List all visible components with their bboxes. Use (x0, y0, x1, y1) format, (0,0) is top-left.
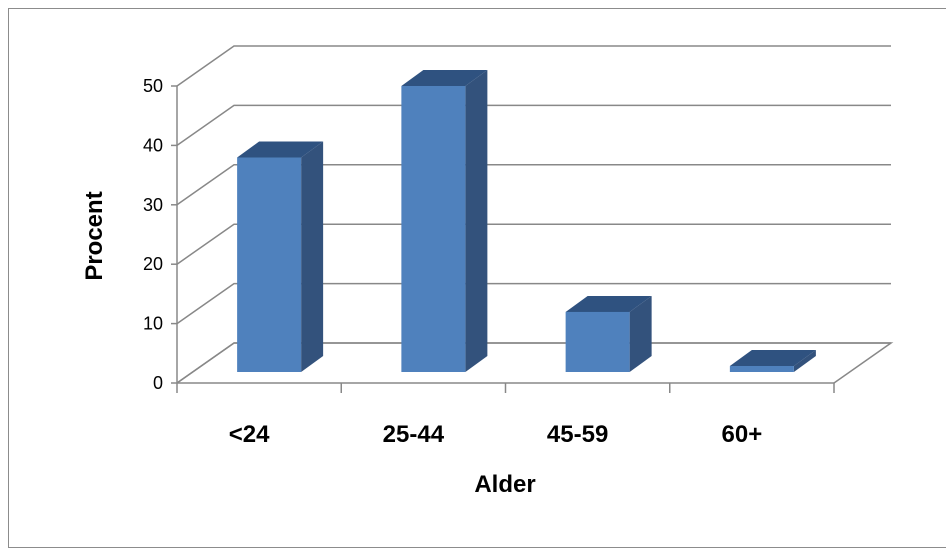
gridline (176, 45, 891, 87)
y-tick-label: 10 (143, 314, 163, 334)
x-tick-label: 45-59 (547, 421, 608, 448)
bar-front (565, 311, 630, 372)
bars (237, 70, 816, 372)
bar-front (237, 157, 302, 372)
bar-side (465, 70, 488, 372)
bar-side (793, 350, 816, 372)
y-tick-labels: 0 10 20 30 40 50 (143, 76, 163, 393)
bar-front (729, 366, 794, 372)
y-tick-label: 50 (143, 76, 163, 96)
x-tick-label: 25-44 (383, 421, 445, 448)
gridline (176, 342, 891, 384)
x-tick-label: 60+ (722, 421, 763, 448)
bar-top (237, 141, 324, 158)
x-tick-labels: <24 25-44 45-59 60+ (229, 421, 762, 448)
y-tick-label: 20 (143, 254, 163, 274)
y-tick-label: 40 (143, 135, 163, 155)
bar (729, 350, 816, 372)
bar-top (729, 350, 816, 366)
bar-side (629, 295, 652, 372)
chart-svg: 0 10 20 30 40 50 <24 25-44 45-59 60+ Procent Ald… (81, 45, 894, 498)
bar (401, 70, 488, 372)
y-axis-title: Procent (81, 191, 108, 280)
x-axis-title: Alder (474, 471, 535, 498)
gridline (176, 104, 891, 147)
y-tick-label: 0 (153, 373, 163, 393)
gridline (176, 223, 891, 265)
bar (565, 295, 652, 372)
bar-side (301, 141, 324, 372)
y-tick-label: 30 (143, 195, 163, 215)
gridlines (176, 45, 891, 384)
bar-front (401, 86, 466, 372)
axes (171, 85, 835, 393)
bar-top (565, 295, 652, 312)
gridline (176, 282, 891, 325)
bar-top (401, 70, 488, 86)
bar (237, 141, 324, 372)
x-tick-label: <24 (229, 421, 270, 448)
gridline (176, 164, 891, 206)
